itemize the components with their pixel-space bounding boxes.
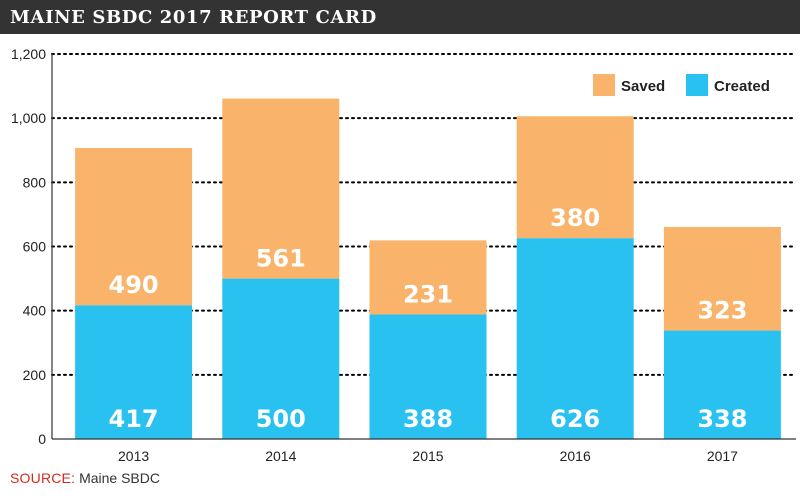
legend-swatch bbox=[593, 74, 615, 96]
y-tick-label: 800 bbox=[23, 174, 47, 190]
data-label-saved: 490 bbox=[109, 271, 159, 299]
chart-area: 0 200 400 600 800 1,000 1,200 417 490 2013 500 561 2… bbox=[0, 34, 800, 466]
data-label-saved: 323 bbox=[697, 297, 747, 325]
y-tick-label: 0 bbox=[38, 431, 46, 447]
data-label-saved: 231 bbox=[403, 281, 453, 309]
legend-label: Saved bbox=[621, 78, 665, 95]
x-tick-label: 2014 bbox=[265, 448, 296, 464]
data-label-created: 500 bbox=[256, 405, 306, 433]
bar-saved bbox=[663, 226, 781, 331]
data-label-saved: 380 bbox=[550, 204, 600, 232]
bar-created bbox=[663, 330, 781, 439]
y-tick-label: 1,000 bbox=[11, 110, 46, 126]
bar-created bbox=[369, 314, 487, 439]
bar-saved bbox=[222, 98, 340, 279]
bar-saved bbox=[75, 148, 193, 306]
data-label-saved: 561 bbox=[256, 245, 306, 273]
x-tick-label: 2015 bbox=[412, 448, 443, 464]
x-tick-label: 2016 bbox=[560, 448, 591, 464]
data-label-created: 338 bbox=[697, 405, 747, 433]
y-tick-label: 200 bbox=[23, 367, 47, 383]
bar-saved bbox=[516, 116, 634, 239]
stacked-bar-chart: 0 200 400 600 800 1,000 1,200 417 490 2013 500 561 2… bbox=[11, 46, 797, 464]
bar-created bbox=[222, 278, 340, 439]
source-label: SOURCE: bbox=[10, 470, 76, 486]
source-note: SOURCE: Maine SBDC bbox=[10, 470, 160, 486]
y-tick-label: 1,200 bbox=[11, 46, 46, 62]
legend-swatch bbox=[686, 74, 708, 96]
y-tick-label: 400 bbox=[23, 303, 47, 319]
bar-created bbox=[516, 238, 634, 439]
y-tick-label: 600 bbox=[23, 239, 47, 255]
x-tick-label: 2017 bbox=[707, 448, 738, 464]
chart-header: MAINE SBDC 2017 REPORT CARD bbox=[0, 0, 800, 34]
chart-title: MAINE SBDC 2017 REPORT CARD bbox=[10, 6, 377, 28]
data-label-created: 388 bbox=[403, 405, 453, 433]
legend-label: Created bbox=[714, 78, 770, 95]
bar-created bbox=[75, 305, 193, 439]
bar-saved bbox=[369, 240, 487, 315]
x-tick-label: 2013 bbox=[118, 448, 149, 464]
data-label-created: 626 bbox=[550, 405, 600, 433]
source-text: Maine SBDC bbox=[79, 470, 160, 486]
data-label-created: 417 bbox=[109, 405, 159, 433]
